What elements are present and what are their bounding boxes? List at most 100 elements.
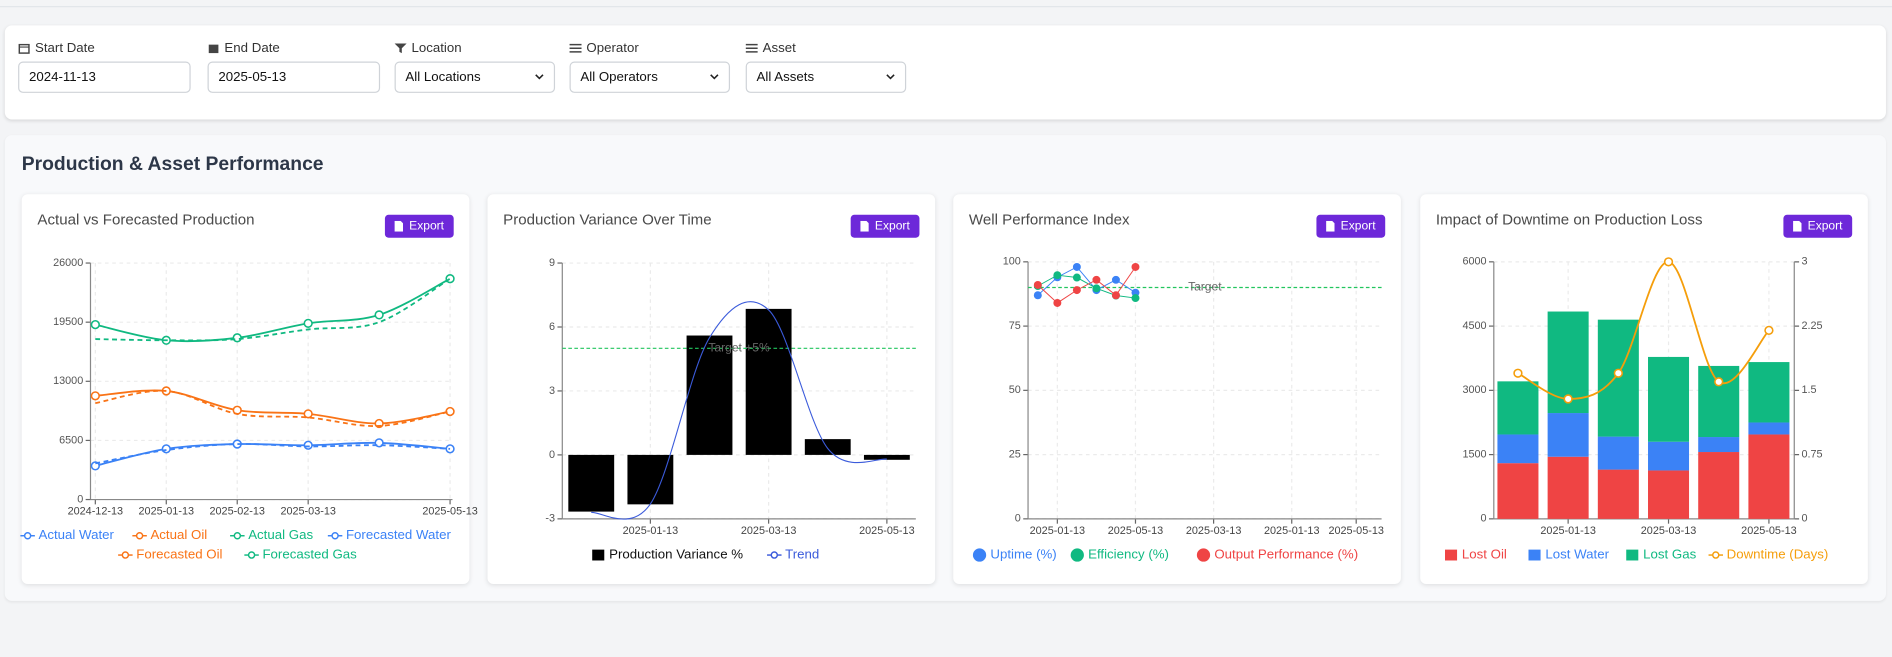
x-tick-label: 2025-05-13 [859,525,914,537]
select-value: All Locations [405,69,481,85]
bar [1648,356,1690,442]
legend-label: Forecasted Gas [262,547,357,562]
filter: Start Date 2024-11-13 [18,40,191,93]
label-text: Asset [762,41,796,56]
filter-label: Start Date [18,40,191,57]
series-line [95,277,451,343]
bar [804,439,851,455]
point [1072,262,1081,271]
bar [1748,422,1790,435]
series-line [95,443,451,465]
point [1131,262,1140,271]
legend-swatch [972,548,987,562]
filter-bar: Start Date 2024-11-13 End Date 2025-05-1… [4,25,1886,120]
legend-swatch [247,551,256,559]
bar [1748,434,1790,519]
input-value: 2024-11-13 [28,69,96,85]
y-tick-label: 26000 [53,257,83,269]
y2-tick-label: 2.25 [1801,320,1822,332]
bar [1698,365,1740,438]
point [1053,298,1062,307]
bar [686,335,733,455]
point [1513,368,1523,378]
legend-label: Lost Water [1545,547,1609,562]
legend-swatch [770,551,779,559]
filter: Asset All Assets [745,40,907,93]
y-tick-label: 6 [549,321,555,333]
y2-tick-label: 3 [1801,256,1807,268]
x-tick-label: 2025-03-13 [1186,525,1241,537]
y-tick-label: 6000 [1462,256,1486,268]
filter: Operator All Operators [569,40,731,93]
button-label: Export [874,219,910,233]
legend-label: Downtime (Days) [1727,547,1829,562]
legend-swatch [1712,551,1720,559]
x-tick-label: 2025-01-13 [139,505,194,517]
filter-label: End Date [208,40,381,57]
legend-label: Efficiency (%) [1088,547,1169,562]
export-button[interactable]: Export [1783,214,1853,238]
y-tick-label: 0 [77,493,83,505]
legend-swatch [1196,548,1211,562]
bar [1547,413,1589,457]
legend-swatch [1528,549,1541,561]
series-line [1037,266,1136,296]
series-line [591,301,887,520]
select[interactable]: All Assets [745,61,907,93]
export-button[interactable]: Export [850,214,920,238]
legend-swatch [121,551,130,559]
date-input[interactable]: 2025-05-13 [207,61,381,93]
point [90,391,100,401]
bar [1698,437,1740,453]
date-input[interactable]: 2024-11-13 [18,61,191,93]
y-tick-label: 75 [1009,320,1021,332]
point [1663,257,1674,267]
legend-label: Lost Gas [1643,547,1696,562]
chart-title: Impact of Downtime on Production Loss [1435,211,1703,229]
legend-label: Production Variance % [609,547,743,562]
legend-swatch [331,532,339,540]
point [1053,271,1062,280]
filter-label: Location [394,40,555,57]
point [1111,275,1120,284]
legend-label: Actual Water [38,527,114,542]
x-tick-label: 2025-03-13 [741,525,796,537]
bar [745,308,792,455]
chart-title: Actual vs Forecasted Production [37,211,255,229]
legend-swatch [592,549,605,561]
select[interactable]: All Operators [569,61,731,93]
y2-tick-label: 0.75 [1801,448,1822,460]
series-line [95,389,451,427]
label-text: End Date [224,41,280,56]
y-tick-label: 1500 [1462,448,1486,460]
bar [1597,319,1639,437]
legend-swatch [1070,548,1084,562]
label-text: Location [411,41,462,56]
series-line [95,441,451,467]
bar [1497,434,1539,464]
point [90,461,100,471]
point [1131,294,1140,303]
point [1613,368,1623,378]
x-tick-label: 2025-05-13 [1741,525,1796,537]
point [303,318,313,328]
series-line [1037,266,1136,304]
input-value: 2025-05-13 [218,69,287,85]
x-tick-label: 2025-02-13 [209,505,264,517]
export-button[interactable]: Export [385,214,454,238]
chart-title: Well Performance Index [968,211,1130,229]
y2-tick-label: 0 [1801,513,1807,525]
legend-label: Lost Oil [1462,547,1507,562]
point [161,444,171,454]
export-button[interactable]: Export [1316,214,1386,238]
x-tick-label: 2025-01-13 [1030,525,1085,537]
select[interactable]: All Locations [394,61,556,93]
series-line [95,277,451,342]
target-label: Target +5% [708,341,770,355]
y-tick-label: 9 [549,257,555,269]
y-tick-label: 100 [1003,256,1021,268]
divider [0,6,1892,8]
y-tick-label: 0 [549,449,555,461]
point [1072,273,1081,282]
